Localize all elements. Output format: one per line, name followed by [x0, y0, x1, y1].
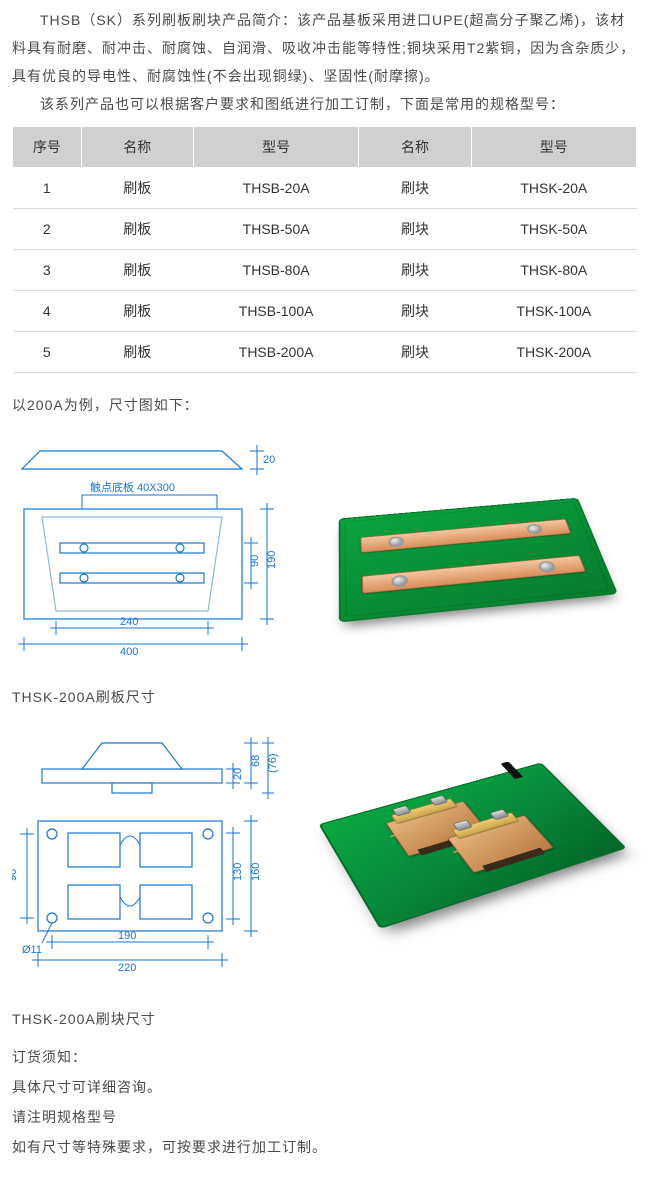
figure-2-row: 20 68 (76) [12, 731, 637, 981]
dim-20: 20 [263, 454, 275, 466]
table-row: 4 刷板 THSB-100A 刷块 THSK-100A [13, 291, 637, 332]
dim-190: 190 [266, 551, 278, 569]
dim2-190: 190 [118, 930, 136, 942]
dim-90: 90 [249, 555, 261, 567]
figure-2-diagram: 20 68 (76) [12, 731, 282, 981]
dim2-68: 68 [250, 755, 262, 767]
figure-2-caption: THSK-200A刷块尺寸 [12, 1005, 637, 1033]
figure-2-photo [302, 751, 637, 921]
intro-p2: 该系列产品也可以根据客户要求和图纸进行加工订制，下面是常用的规格型号： [12, 90, 637, 118]
th-name1: 名称 [81, 127, 193, 168]
intro-block: THSB（SK）系列刷板刷块产品简介：该产品基板采用进口UPE(超高分子聚乙烯)… [12, 0, 637, 118]
note-4: 如有尺寸等特殊要求，可按要求进行加工订制。 [12, 1133, 637, 1161]
spec-table: 序号 名称 型号 名称 型号 1 刷板 THSB-20A 刷块 THSK-20A… [12, 126, 637, 373]
example-label: 以200A为例，尺寸图如下： [12, 391, 637, 419]
dim2-130: 130 [232, 863, 244, 881]
dim-400: 400 [120, 646, 138, 658]
note-2: 具体尺寸可详细咨询。 [12, 1073, 637, 1101]
intro-p1: THSB（SK）系列刷板刷块产品简介：该产品基板采用进口UPE(超高分子聚乙烯)… [12, 6, 637, 90]
dim-240: 240 [120, 616, 138, 628]
dim2-76: (76) [267, 753, 279, 773]
dim2-20: 20 [232, 768, 244, 780]
figure-1-row: 20 触点底板 40X300 [12, 439, 637, 659]
dim2-160: 160 [250, 863, 262, 881]
label-contact-plate: 触点底板 40X300 [90, 480, 175, 494]
figure-1-diagram: 20 触点底板 40X300 [12, 439, 282, 659]
table-row: 5 刷板 THSB-200A 刷块 THSK-200A [13, 332, 637, 373]
th-model1: 型号 [193, 127, 358, 168]
table-row: 1 刷板 THSB-20A 刷块 THSK-20A [13, 168, 637, 209]
th-seq: 序号 [13, 127, 82, 168]
dim2-phi11: Ø11 [22, 944, 42, 956]
dim2-90: 90 [12, 869, 19, 881]
th-name2: 名称 [359, 127, 471, 168]
table-row: 3 刷板 THSB-80A 刷块 THSK-80A [13, 250, 637, 291]
note-3: 请注明规格型号 [12, 1103, 637, 1131]
th-model2: 型号 [471, 127, 636, 168]
figure-1-caption: THSK-200A刷板尺寸 [12, 683, 637, 711]
figure-1-photo [302, 439, 637, 629]
dim2-220: 220 [118, 962, 136, 974]
ordering-notes: 订货须知： 具体尺寸可详细咨询。 请注明规格型号 如有尺寸等特殊要求，可按要求进… [12, 1043, 637, 1161]
note-1: 订货须知： [12, 1043, 637, 1071]
table-row: 2 刷板 THSB-50A 刷块 THSK-50A [13, 209, 637, 250]
